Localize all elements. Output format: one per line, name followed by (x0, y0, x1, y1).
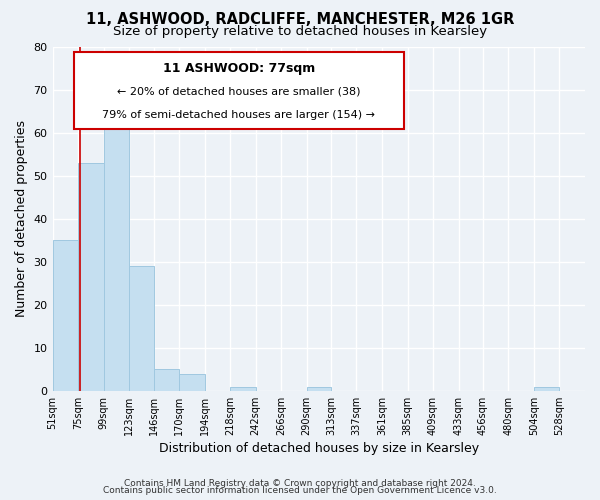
Text: Size of property relative to detached houses in Kearsley: Size of property relative to detached ho… (113, 25, 487, 38)
Text: 11, ASHWOOD, RADCLIFFE, MANCHESTER, M26 1GR: 11, ASHWOOD, RADCLIFFE, MANCHESTER, M26 … (86, 12, 514, 28)
FancyBboxPatch shape (74, 52, 404, 129)
Bar (179, 374, 205, 391)
Bar (78, 162, 104, 391)
Bar (534, 386, 559, 391)
Text: 79% of semi-detached houses are larger (154) →: 79% of semi-detached houses are larger (… (103, 110, 376, 120)
Bar (104, 107, 129, 391)
Bar (230, 386, 256, 391)
Text: Contains HM Land Registry data © Crown copyright and database right 2024.: Contains HM Land Registry data © Crown c… (124, 478, 476, 488)
Text: 11 ASHWOOD: 77sqm: 11 ASHWOOD: 77sqm (163, 62, 315, 75)
Bar (53, 240, 78, 391)
X-axis label: Distribution of detached houses by size in Kearsley: Distribution of detached houses by size … (159, 442, 479, 455)
Bar (129, 266, 154, 391)
Text: Contains public sector information licensed under the Open Government Licence v3: Contains public sector information licen… (103, 486, 497, 495)
Bar (154, 370, 179, 391)
Text: ← 20% of detached houses are smaller (38): ← 20% of detached houses are smaller (38… (117, 87, 361, 97)
Bar (307, 386, 331, 391)
Y-axis label: Number of detached properties: Number of detached properties (15, 120, 28, 317)
